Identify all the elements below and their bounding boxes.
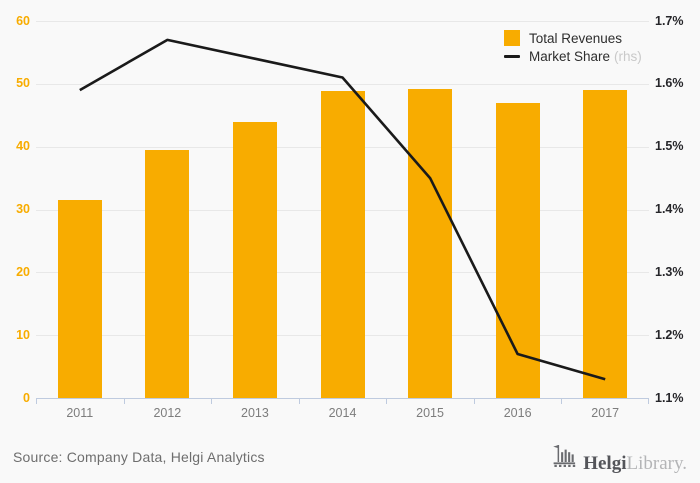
- x-axis-tick: [298, 398, 300, 404]
- x-axis-tick: [36, 398, 37, 404]
- legend-label-suffix: (rhs): [614, 48, 642, 64]
- bar-2017: [583, 90, 628, 398]
- logo-brand-light: Library.: [626, 453, 688, 474]
- bar-2015: [408, 88, 453, 398]
- x-axis-label-2016: 2016: [503, 406, 532, 420]
- x-axis-tick: [211, 398, 213, 404]
- bar-2014: [320, 91, 365, 398]
- source-note: Source: Company Data, Helgi Analytics: [13, 449, 265, 465]
- bar-2013: [232, 122, 277, 398]
- y-axis-tick-label-right: 1.2%: [655, 327, 684, 342]
- x-axis-label-2017: 2017: [591, 406, 620, 420]
- bar-2011: [57, 200, 102, 398]
- x-axis-tick: [386, 398, 388, 404]
- x-axis-label-2013: 2013: [241, 406, 269, 420]
- y-axis-tick-label-left: 60: [16, 13, 30, 28]
- y-axis-tick-label-left: 10: [16, 327, 30, 342]
- x-axis-label-2012: 2012: [153, 406, 182, 420]
- x-axis-label-2011: 2011: [66, 406, 94, 420]
- legend: Total Revenues Market Share (rhs): [504, 29, 642, 65]
- logo-text: HelgiLibrary.: [583, 452, 687, 476]
- legend-label: Market Share: [529, 48, 611, 64]
- y-axis-tick-label-right: 1.1%: [655, 390, 684, 405]
- market-share-line: [79, 38, 606, 381]
- gridline: [36, 21, 649, 22]
- legend-item-market-share: Market Share (rhs): [504, 47, 642, 65]
- y-axis-tick-label-right: 1.5%: [655, 139, 684, 154]
- y-axis-tick-label-right: 1.7%: [655, 13, 684, 28]
- line-series-market-share: [79, 38, 606, 381]
- building-columns-flag-icon: [551, 444, 578, 475]
- x-axis-tick: [123, 398, 125, 404]
- y-axis-tick-label-right: 1.6%: [655, 76, 684, 91]
- legend-label: Total Revenues: [529, 30, 623, 46]
- y-axis-tick-label-left: 0: [23, 390, 30, 405]
- y-axis-tick-label-left: 50: [16, 76, 30, 91]
- x-axis-tick: [561, 398, 563, 404]
- plot-area: [36, 21, 649, 404]
- logo-brand-dark: Helgi: [583, 453, 627, 474]
- x-axis-label-2014: 2014: [328, 406, 357, 420]
- legend-item-total-revenues: Total Revenues: [504, 29, 642, 47]
- y-axis-tick-label-right: 1.4%: [655, 202, 684, 216]
- x-axis-tick: [473, 398, 475, 404]
- bar-swatch-icon: [504, 30, 520, 46]
- y-axis-tick-label-left: 20: [16, 264, 30, 279]
- helgi-library-logo[interactable]: HelgiLibrary.: [551, 444, 687, 476]
- bar-2016: [495, 103, 540, 398]
- x-axis-label-2015: 2015: [416, 406, 444, 420]
- gridline: [36, 83, 649, 85]
- bar-2012: [145, 150, 190, 398]
- y-axis-tick-label-left: 40: [16, 139, 30, 154]
- x-axis-tick: [648, 398, 649, 404]
- line-swatch-icon: [504, 54, 520, 58]
- y-axis-tick-label-left: 30: [16, 202, 30, 216]
- y-axis-tick-label-right: 1.3%: [655, 264, 684, 279]
